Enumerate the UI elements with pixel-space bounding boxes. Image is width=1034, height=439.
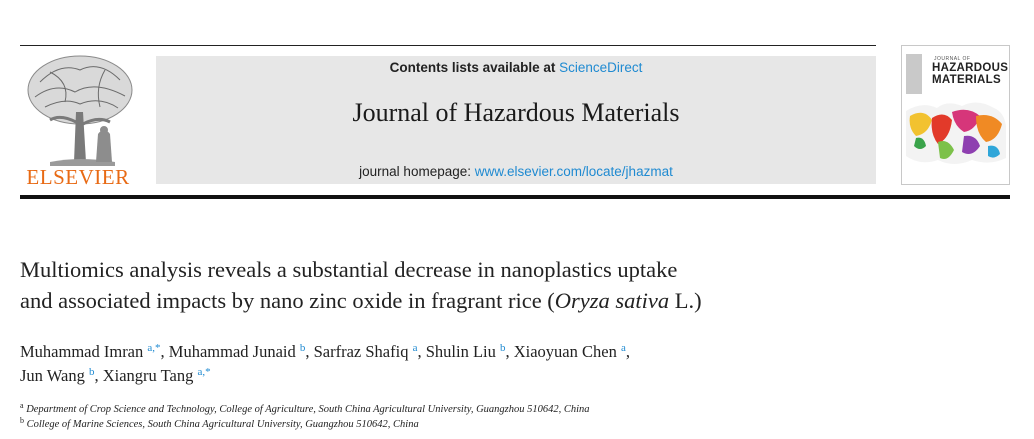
affiliation-text: College of Marine Sciences, South China … (26, 419, 419, 430)
cover-title-line-1: HAZARDOUS (932, 62, 1009, 74)
author-affiliation-mark[interactable]: a (412, 342, 418, 354)
affiliation-item: a Department of Crop Science and Technol… (20, 402, 1010, 417)
journal-cover-image: JOURNAL OF HAZARDOUS MATERIALS (901, 45, 1010, 185)
author-name[interactable]: Xiangru Tang (102, 366, 194, 385)
author-affiliation-mark[interactable]: b (88, 366, 95, 378)
author-affiliation-mark[interactable]: b (299, 342, 306, 354)
affiliation-list: a Department of Crop Science and Technol… (20, 402, 1010, 432)
author-affiliation-mark[interactable]: b (499, 342, 506, 354)
affiliation-key: b (20, 416, 24, 425)
article-title-line-1: Multiomics analysis reveals a substantia… (20, 257, 678, 282)
article-title: Multiomics analysis reveals a substantia… (20, 254, 1010, 316)
author-list: Muhammad Imran a,*, Muhammad Junaid b, S… (20, 340, 1010, 388)
affiliation-item: b College of Marine Sciences, South Chin… (20, 417, 1010, 432)
journal-title: Journal of Hazardous Materials (352, 98, 680, 127)
author-name[interactable]: Sarfraz Shafiq (313, 342, 409, 361)
author-affiliation-mark[interactable]: a (620, 342, 626, 354)
cover-title-line-2: MATERIALS (932, 74, 1001, 86)
cover-world-map (902, 46, 1009, 184)
affiliation-text: Department of Crop Science and Technolog… (26, 404, 590, 415)
author-name[interactable]: Muhammad Junaid (168, 342, 296, 361)
header-top-rule (20, 45, 876, 46)
sciencedirect-link[interactable]: ScienceDirect (559, 60, 643, 75)
author-affiliation-mark[interactable]: a,* (197, 366, 211, 378)
author-name[interactable]: Jun Wang (20, 366, 85, 385)
contents-prefix: Contents lists available at (389, 60, 560, 75)
author-name[interactable]: Shulin Liu (425, 342, 496, 361)
homepage-line: journal homepage: www.elsevier.com/locat… (156, 164, 876, 179)
species-name: Oryza sativa (554, 288, 670, 313)
author-name[interactable]: Muhammad Imran (20, 342, 144, 361)
author-line-2: Jun Wang b, Xiangru Tang a,* (20, 366, 211, 385)
article-title-line-2: and associated impacts by nano zinc oxid… (20, 285, 1010, 316)
author-line-1: Muhammad Imran a,*, Muhammad Junaid b, S… (20, 342, 630, 361)
homepage-link[interactable]: www.elsevier.com/locate/jhazmat (474, 164, 673, 179)
publisher-name: ELSEVIER (26, 165, 130, 189)
homepage-prefix: journal homepage: (359, 164, 475, 179)
author-name[interactable]: Xiaoyuan Chen (513, 342, 617, 361)
title-line-2-prefix: and associated impacts by nano zinc oxid… (20, 288, 555, 313)
journal-masthead: Contents lists available at ScienceDirec… (156, 56, 876, 184)
elsevier-tree-logo (27, 55, 133, 166)
cover-small-text: JOURNAL OF (934, 56, 971, 62)
title-line-2-suffix: L.) (669, 288, 702, 313)
header-bottom-rule (20, 195, 1010, 199)
contents-line: Contents lists available at ScienceDirec… (156, 60, 876, 75)
author-affiliation-mark[interactable]: a,* (147, 342, 161, 354)
affiliation-key: a (20, 401, 24, 410)
